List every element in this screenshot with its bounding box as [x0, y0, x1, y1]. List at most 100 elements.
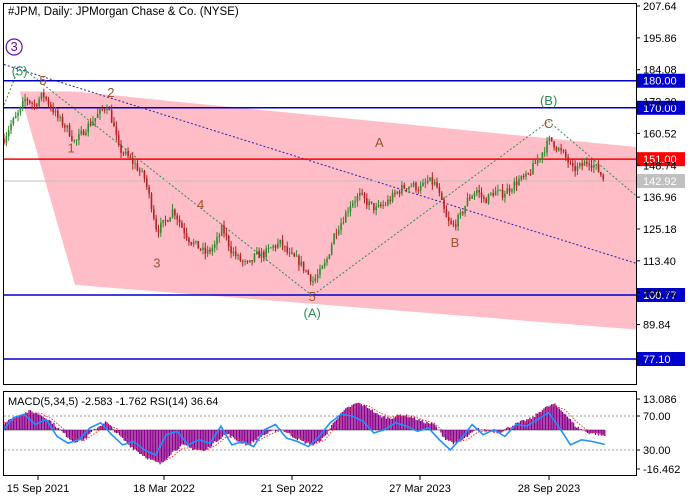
price-axis: 207.64 195.86 184.08 172.30 160.52 148.74 136.…: [636, 1, 677, 332]
candle-body: [600, 172, 602, 176]
candle-body: [150, 193, 153, 210]
candle-body: [167, 220, 169, 222]
candle-body: [497, 190, 499, 192]
candle-body: [94, 117, 97, 122]
trend-channel: [19, 91, 637, 330]
candle-body: [429, 177, 431, 181]
green-wave-projection: [3, 65, 637, 297]
candle-body: [478, 190, 480, 193]
indicator-tick-label: 13.086: [643, 394, 677, 406]
wave-label: B: [451, 235, 460, 250]
candle-body: [42, 92, 45, 97]
candle-body: [560, 148, 562, 151]
candle-body: [574, 165, 576, 172]
price-tick-label: 207.64: [643, 1, 677, 13]
candle-body: [473, 193, 476, 197]
candle-body: [569, 162, 572, 164]
candle-body: [384, 204, 387, 206]
level-label-box: [637, 73, 685, 88]
level-label: 151.00: [643, 154, 677, 166]
candle-body: [373, 203, 375, 211]
candle-body: [78, 134, 80, 140]
candle-body: [279, 239, 282, 244]
candle-body: [288, 252, 291, 254]
price-tick-label: 113.40: [643, 256, 676, 268]
indicator-panel: 13.086 70.00 30.00 -16.462 MACD(5,34,5) -2.…: [3, 391, 680, 476]
wave-label: (B): [540, 93, 557, 108]
candle-body: [358, 192, 361, 196]
price-tick-label: 148.74: [643, 160, 677, 172]
candle-body: [354, 201, 356, 203]
candle-body: [246, 260, 249, 263]
time-tick-label: 28 Sep 2023: [518, 483, 580, 495]
candle-body: [525, 173, 527, 177]
price-tick-label: 101.62: [643, 288, 677, 300]
candle-body: [471, 196, 473, 199]
candle-body: [518, 179, 520, 186]
wave-label: 3: [11, 39, 18, 54]
current-price-box: [637, 174, 685, 189]
level-label-box: [637, 152, 685, 167]
time-tick-label: 15 Sep 2021: [7, 483, 69, 495]
candle-body: [85, 132, 87, 136]
candle-body: [328, 254, 331, 259]
candle-body: [131, 157, 134, 164]
candle-body: [337, 230, 340, 235]
candle-body: [476, 190, 478, 194]
candle-body: [398, 191, 401, 194]
candle-body: [394, 192, 396, 194]
candle-body: [340, 223, 342, 231]
level-label: 180.00: [643, 76, 677, 88]
candle-body: [258, 251, 260, 258]
wave-label: C: [544, 116, 553, 131]
time-tick-label: 27 Mar 2023: [389, 483, 451, 495]
candle-body: [26, 99, 29, 101]
candle-body: [450, 221, 452, 224]
candle-body: [351, 202, 354, 207]
candle-body: [160, 222, 162, 233]
candle-body: [47, 99, 50, 105]
candle-body: [321, 266, 324, 269]
candle-body: [557, 148, 560, 151]
level-label-box: [637, 352, 685, 366]
candle-body: [153, 209, 155, 219]
candle-body: [452, 223, 455, 225]
candle-body: [431, 177, 434, 185]
candle-body: [382, 204, 384, 206]
candle-body: [82, 130, 85, 136]
candle-body: [35, 104, 38, 106]
price-panel-frame: [3, 3, 637, 385]
candle-body: [417, 190, 420, 191]
candle-body: [602, 175, 605, 180]
candle-body: [106, 108, 108, 111]
candle-body: [436, 182, 438, 188]
current-price-label: 142.92: [643, 176, 677, 188]
candle-body: [244, 260, 246, 262]
candle-body: [64, 125, 66, 128]
candle-body: [426, 180, 429, 183]
candle-body: [483, 197, 485, 199]
candle-body: [263, 251, 265, 258]
indicator-tick-label: -16.462: [643, 464, 680, 476]
candle-body: [480, 192, 483, 198]
candle-body: [103, 109, 106, 111]
candle-body: [361, 192, 363, 194]
indicator-tick-label: 70.00: [643, 411, 671, 423]
price-tick-label: 89.84: [643, 320, 671, 332]
candle-body: [536, 158, 539, 164]
candle-body: [323, 262, 326, 267]
candle-body: [80, 130, 83, 135]
candle-body: [71, 136, 73, 141]
candle-body: [57, 110, 59, 118]
candle-body: [466, 197, 469, 206]
candle-body: [532, 162, 534, 175]
candle-body: [583, 161, 586, 166]
candle-body: [408, 186, 410, 190]
candle-body: [234, 251, 237, 256]
candle-body: [438, 187, 441, 193]
candle-body: [548, 137, 551, 141]
candle-body: [75, 139, 78, 141]
candle-body: [155, 218, 157, 230]
candle-body: [117, 134, 120, 145]
